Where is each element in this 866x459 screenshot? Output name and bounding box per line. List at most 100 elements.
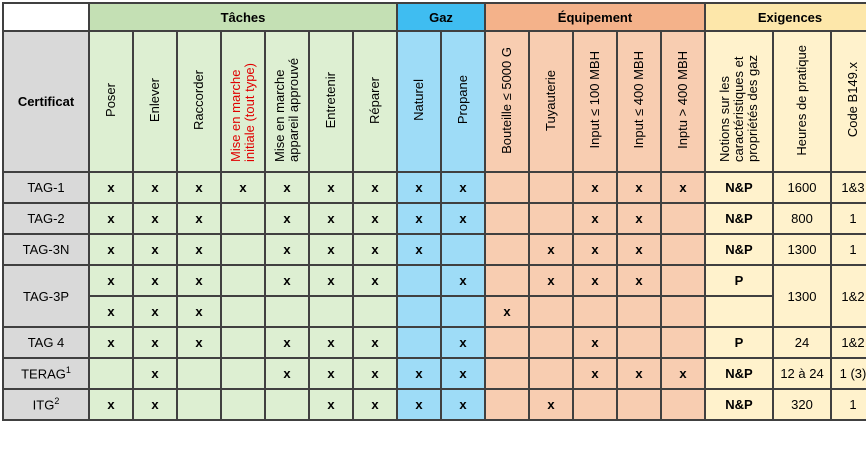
empty-cell [308,295,354,328]
col-label-raccorder: Raccorder [191,70,206,130]
empty-cell [660,233,706,266]
table-row: TERAG1 x x x x x x x x x N&P 12 à 24 1 (… [2,357,866,390]
empty-cell [440,233,486,266]
mark-cell: x [88,171,134,204]
mark-cell: x [264,171,310,204]
mark-cell: x [616,233,662,266]
col-label-propane: Propane [455,75,470,125]
empty-cell [660,264,706,297]
mark-cell: x [132,326,178,359]
mark-cell: x [264,202,310,235]
notions-value: N&P [704,202,774,235]
mark-cell: x [572,171,618,204]
empty-cell [352,295,398,328]
code-value: 1 [830,388,866,421]
empty-cell [528,295,574,328]
notions-value: P [704,326,774,359]
col-header-poser: Poser [88,30,134,173]
mark-cell: x [572,233,618,266]
empty-cell [484,171,530,204]
certificat-name: TERAG1 [2,357,90,390]
certificat-name: TAG-3P [2,264,90,328]
mark-cell: x [132,357,178,390]
mark-cell: x [176,171,222,204]
mark-cell: x [352,202,398,235]
group-header-equipement: Équipement [484,2,706,32]
mark-cell: x [396,233,442,266]
mark-cell: x [352,233,398,266]
mark-cell: x [176,233,222,266]
heures-value: 320 [772,388,832,421]
corner-blank [2,2,90,32]
mark-cell: x [616,264,662,297]
mark-cell: x [132,264,178,297]
col-label-inptu400: Inptu > 400 MBH [675,51,690,149]
col-header-mise-approuve: Mise en marche appareil approuvé [264,30,310,173]
empty-cell [264,388,310,421]
table-row: TAG 4 x x x x x x x x P 24 1&2 [2,326,866,359]
mark-cell: x [88,233,134,266]
col-header-code: Code B149.x [830,30,866,173]
empty-cell [572,295,618,328]
mark-cell: x [264,264,310,297]
empty-cell [484,326,530,359]
mark-cell: x [352,357,398,390]
mark-cell: x [572,357,618,390]
col-header-heures: Heures de pratique [772,30,832,173]
heures-value: 12 à 24 [772,357,832,390]
mark-cell: x [264,326,310,359]
col-label-heures: Heures de pratique [794,44,809,156]
mark-cell: x [660,171,706,204]
empty-cell [616,326,662,359]
mark-cell: x [308,326,354,359]
mark-cell: x [616,202,662,235]
mark-cell: x [484,295,530,328]
empty-cell [484,233,530,266]
empty-cell [396,295,442,328]
empty-cell [220,388,266,421]
group-header-taches: Tâches [88,2,398,32]
empty-cell [220,233,266,266]
mark-cell: x [528,264,574,297]
mark-cell: x [616,171,662,204]
col-label-bouteille: Bouteille ≤ 5000 G [499,46,514,154]
empty-cell [528,357,574,390]
mark-cell: x [176,202,222,235]
col-header-naturel: Naturel [396,30,442,173]
col-label-input400: Input ≤ 400 MBH [631,51,646,149]
footnote-marker: 1 [65,365,71,376]
mark-cell: x [572,326,618,359]
empty-cell [528,326,574,359]
empty-cell [660,295,706,328]
mark-cell: x [264,233,310,266]
group-header-row: Tâches Gaz Équipement Exigences [2,2,866,32]
empty-cell [660,326,706,359]
notions-value: N&P [704,357,774,390]
mark-cell: x [352,171,398,204]
mark-cell: x [308,233,354,266]
code-value: 1&2 [830,326,866,359]
certificat-name: ITG2 [2,388,90,421]
code-value: 1&3 [830,171,866,204]
col-header-tuyauterie: Tuyauterie [528,30,574,173]
mark-cell: x [176,326,222,359]
mark-cell: x [88,295,134,328]
col-label-reparer: Réparer [367,76,382,124]
mark-cell: x [176,295,222,328]
empty-cell [176,388,222,421]
col-label-entretenir: Entretenir [323,71,338,129]
notions-value: N&P [704,233,774,266]
empty-cell [220,264,266,297]
table-row: TAG-1 x x x x x x x x x x x x N&P 1600 1… [2,171,866,204]
col-header-raccorder: Raccorder [176,30,222,173]
empty-cell [616,295,662,328]
empty-cell [88,357,134,390]
col-header-input400: Input ≤ 400 MBH [616,30,662,173]
empty-cell [176,357,222,390]
table-row: x x x x [3,295,866,328]
mark-cell: x [396,202,442,235]
empty-cell [220,357,266,390]
certificat-name-text: ITG [32,397,55,413]
col-header-reparer: Réparer [352,30,398,173]
mark-cell: x [440,171,486,204]
